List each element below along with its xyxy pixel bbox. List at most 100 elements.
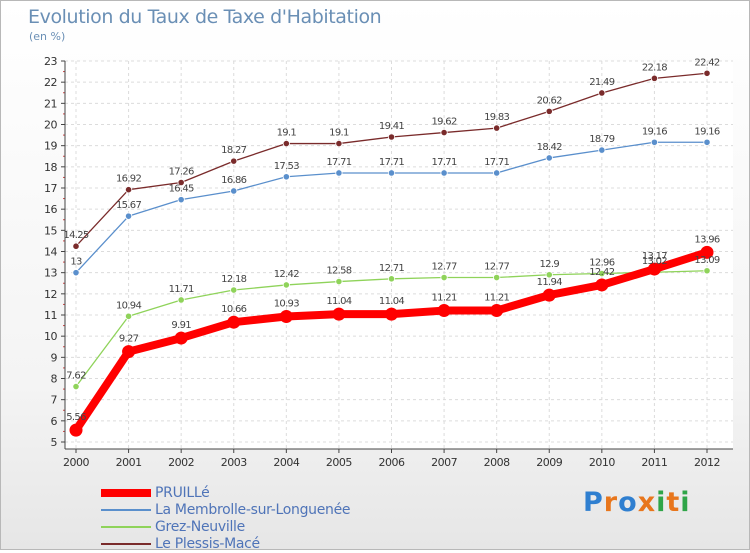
series-3-point xyxy=(72,242,80,250)
series-2-data-label: 12.71 xyxy=(379,263,404,274)
x-tick-label: 2011 xyxy=(641,456,667,469)
series-0-point xyxy=(279,309,293,323)
series-3-data-label: 19.1 xyxy=(277,128,297,139)
series-0-point xyxy=(385,307,398,321)
series-3-point xyxy=(177,178,185,187)
series-3-point xyxy=(440,128,448,137)
logo-letter: i xyxy=(656,487,667,518)
series-0-data-label: 11.04 xyxy=(326,296,351,307)
series-1-data-label: 16.45 xyxy=(169,184,194,195)
series-1-point xyxy=(72,269,80,277)
y-tick-label: 21 xyxy=(44,97,57,110)
series-2-point xyxy=(282,281,290,289)
series-1-point xyxy=(387,169,396,177)
x-tick-label: 2012 xyxy=(694,456,720,469)
series-0-data-label: 12.42 xyxy=(589,267,614,278)
series-2-data-label: 12.42 xyxy=(274,269,299,280)
series-1-point xyxy=(440,169,448,177)
series-2-point xyxy=(387,275,396,283)
series-3-point xyxy=(230,157,238,165)
series-0-point xyxy=(122,345,136,359)
series-1-data-label: 19.16 xyxy=(642,126,667,137)
y-tick-label: 12 xyxy=(44,288,57,301)
series-0-data-label: 11.04 xyxy=(379,296,404,307)
logo-letter: r xyxy=(603,487,619,518)
legend-label: PRUILLé xyxy=(155,485,210,501)
series-2-data-label: 13.09 xyxy=(694,255,719,266)
x-tick-label: 2001 xyxy=(116,456,142,469)
series-3-data-label: 20.62 xyxy=(537,95,562,106)
series-3-data-label: 22.18 xyxy=(642,62,667,73)
series-0-data-label: 11.21 xyxy=(432,293,457,304)
series-3-data-label: 19.41 xyxy=(379,121,404,132)
series-2-point xyxy=(703,267,711,275)
y-tick-label: 16 xyxy=(44,203,57,216)
legend-swatch xyxy=(101,519,151,536)
series-2-point xyxy=(335,277,343,286)
series-3-point xyxy=(282,139,290,148)
series-0-data-label: 10.66 xyxy=(221,304,246,315)
series-3-data-label: 19.62 xyxy=(432,117,457,128)
series-3-point xyxy=(598,89,606,97)
series-0-point xyxy=(542,288,556,302)
chart-title: Evolution du Taux de Taxe d'Habitation xyxy=(28,6,382,28)
legend-swatch xyxy=(101,502,151,519)
y-tick-label: 10 xyxy=(44,330,57,343)
series-0-point xyxy=(437,304,451,318)
series-3-data-label: 16.92 xyxy=(116,174,141,185)
legend-swatch xyxy=(101,536,151,553)
x-tick-label: 2007 xyxy=(431,456,457,469)
series-1-point xyxy=(703,138,711,146)
series-2-point xyxy=(124,312,133,320)
y-tick-label: 20 xyxy=(44,119,57,132)
series-1-data-label: 18.42 xyxy=(537,142,562,153)
series-1-point xyxy=(177,196,185,204)
y-tick-label: 11 xyxy=(44,309,57,322)
y-unit-label: (en %) xyxy=(29,30,66,43)
series-0-point xyxy=(647,262,661,276)
y-tick-label: 13 xyxy=(44,267,57,280)
series-1-data-label: 16.86 xyxy=(221,175,246,186)
series-0-data-label: 13.96 xyxy=(694,234,719,245)
x-tick-label: 2010 xyxy=(589,456,615,469)
series-3-point xyxy=(335,139,343,148)
series-1-point xyxy=(650,138,659,146)
series-3-point xyxy=(387,133,396,141)
series-3-data-label: 22.42 xyxy=(694,57,719,68)
proxiti-logo: Proxiti xyxy=(583,487,691,518)
series-0-data-label: 5.56 xyxy=(66,412,86,423)
logo-letter: P xyxy=(583,487,604,518)
y-tick-label: 22 xyxy=(44,76,57,89)
y-tick-label: 17 xyxy=(44,182,57,195)
series-3-data-label: 19.1 xyxy=(329,128,349,139)
x-tick-label: 2004 xyxy=(273,456,299,469)
y-tick-label: 14 xyxy=(44,246,57,259)
legend-label: Le Plessis-Macé xyxy=(155,536,260,552)
series-1-data-label: 18.79 xyxy=(589,134,614,145)
series-0-point xyxy=(490,304,504,318)
y-tick-label: 8 xyxy=(51,373,58,386)
series-2-point xyxy=(493,273,501,282)
series-1-point xyxy=(124,212,133,220)
series-1-point xyxy=(230,187,238,195)
y-tick-label: 18 xyxy=(44,161,57,174)
series-0-data-label: 9.91 xyxy=(171,320,191,331)
x-tick-label: 2009 xyxy=(536,456,562,469)
series-0-point xyxy=(227,315,241,329)
series-1-data-label: 17.71 xyxy=(379,157,404,168)
y-tick-label: 5 xyxy=(51,436,58,449)
series-1-data-label: 15.67 xyxy=(116,200,141,211)
series-1-data-label: 17.53 xyxy=(274,161,299,172)
series-0-data-label: 11.94 xyxy=(537,277,562,288)
x-tick-label: 2000 xyxy=(63,456,89,469)
grid xyxy=(65,60,733,449)
logo-letter: x xyxy=(637,487,657,518)
series-2-point xyxy=(72,382,80,391)
series-group xyxy=(69,69,714,437)
series-2-point xyxy=(545,271,553,279)
series-1-data-label: 19.16 xyxy=(694,126,719,137)
line-chart: 5 6 7 8 9 10 11 12 13 14 15 16 17 18 19 20 21 22 23 2000 200… xyxy=(44,55,733,469)
logo-letter: i xyxy=(680,487,691,518)
axes: 5 6 7 8 9 10 11 12 13 14 15 16 17 18 19 20 21 22 23 2000 200… xyxy=(44,55,733,469)
